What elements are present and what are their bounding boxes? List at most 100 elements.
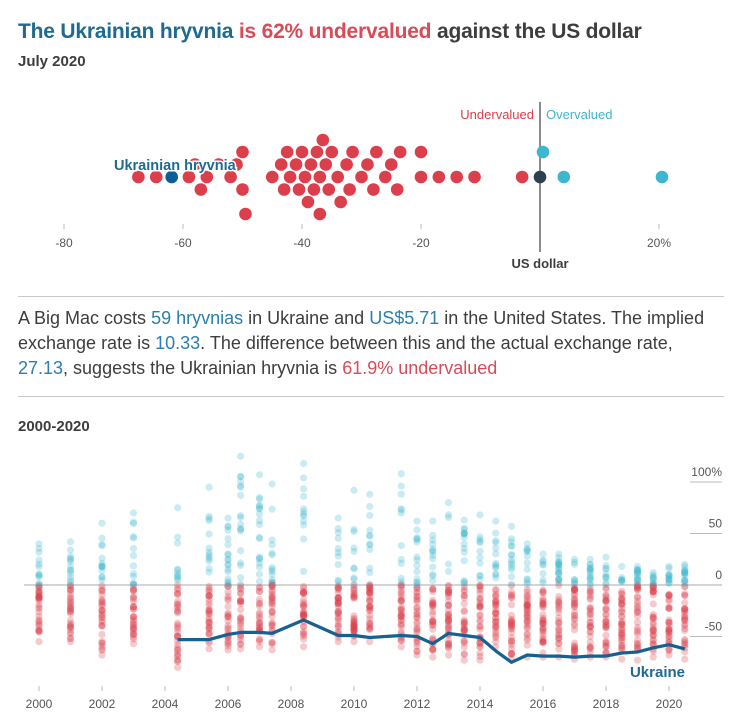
- country-dot: [633, 580, 642, 588]
- country-dot: [98, 602, 106, 610]
- country-dot: [555, 581, 563, 590]
- country-dot: [397, 578, 405, 586]
- country-dot: [300, 485, 308, 493]
- country-dot: [492, 559, 500, 568]
- country-dot: [255, 563, 264, 571]
- country-dot: [460, 618, 468, 626]
- country-dot: [35, 587, 43, 596]
- country-dot: [633, 608, 642, 617]
- country-dot: [224, 613, 232, 621]
- country-dot: [205, 624, 213, 632]
- country-dot: [649, 579, 657, 587]
- country-dot: [492, 597, 500, 605]
- country-dot: [174, 621, 182, 629]
- country-dot: [350, 594, 358, 602]
- country-dot: [35, 582, 43, 591]
- country-dot: [523, 631, 531, 639]
- country-dot: [523, 629, 531, 638]
- country-dot: [350, 617, 358, 626]
- country-dot: [523, 600, 531, 609]
- country-dot: [350, 638, 358, 646]
- country-dot: [300, 517, 308, 525]
- country-dot: [237, 491, 245, 499]
- country-dot: [476, 649, 484, 657]
- country-dot: [681, 579, 689, 588]
- country-dot: [507, 573, 516, 581]
- country-dot: [476, 581, 484, 590]
- country-dot: [350, 581, 358, 589]
- country-dot: [255, 610, 264, 618]
- country-dot: [523, 565, 531, 573]
- country-dot: [649, 587, 657, 595]
- country-dot: [476, 622, 484, 630]
- country-dot: [444, 567, 453, 576]
- country-dot: [681, 570, 689, 578]
- country-dot: [205, 516, 213, 525]
- undervalued-dot: [292, 183, 306, 196]
- country-dot: [174, 628, 182, 636]
- country-dot: [334, 528, 342, 537]
- country-dot: [460, 586, 468, 594]
- country-dot: [681, 621, 689, 629]
- country-dot: [555, 639, 563, 648]
- country-dot: [35, 621, 43, 629]
- country-dot: [350, 620, 358, 629]
- country-dot: [366, 545, 374, 554]
- country-dot: [429, 577, 437, 585]
- country-dot: [476, 625, 484, 633]
- x-tick-label: 2020: [656, 697, 683, 711]
- country-dot: [397, 509, 405, 517]
- country-dot: [444, 587, 453, 595]
- country-dot: [570, 599, 579, 607]
- country-dot: [174, 657, 182, 666]
- country-dot: [570, 590, 579, 598]
- country-dot: [586, 574, 594, 582]
- undervalued-dot: [230, 158, 243, 171]
- country-dot: [444, 591, 453, 599]
- country-dot: [35, 580, 43, 588]
- country-dot: [129, 629, 138, 637]
- country-dot: [129, 616, 138, 624]
- country-dot: [665, 645, 673, 654]
- country-dot: [255, 505, 264, 513]
- country-dot: [174, 590, 182, 598]
- country-dot: [492, 623, 500, 632]
- country-dot: [366, 582, 374, 590]
- country-dot: [350, 544, 358, 552]
- x-tick-label: -60: [174, 236, 192, 250]
- country-dot: [444, 617, 453, 625]
- country-dot: [602, 562, 610, 570]
- country-dot: [633, 586, 642, 594]
- country-dot: [224, 588, 232, 596]
- country-dot: [237, 614, 245, 622]
- country-dot: [649, 640, 657, 648]
- country-dot: [268, 619, 276, 627]
- country-dot: [366, 604, 374, 613]
- country-dot: [681, 560, 689, 569]
- country-dot: [350, 614, 358, 623]
- country-dot: [523, 636, 531, 644]
- country-dot: [224, 550, 232, 558]
- country-dot: [492, 563, 500, 571]
- country-dot: [633, 576, 642, 585]
- country-dot: [586, 618, 594, 627]
- country-dot: [255, 584, 264, 592]
- country-dot: [570, 602, 579, 610]
- country-dot: [129, 620, 138, 628]
- country-dot: [523, 606, 531, 615]
- country-dot: [649, 613, 657, 622]
- country-dot: [586, 643, 594, 651]
- country-dot: [539, 588, 547, 596]
- country-dot: [334, 594, 342, 602]
- country-dot: [507, 581, 516, 590]
- country-dot: [413, 639, 421, 647]
- country-dot: [350, 619, 358, 627]
- country-dot: [570, 626, 579, 634]
- country-dot: [555, 570, 563, 578]
- country-dot: [129, 603, 138, 611]
- country-dot: [205, 551, 213, 559]
- country-dot: [665, 619, 673, 627]
- country-dot: [681, 637, 689, 645]
- country-dot: [618, 596, 626, 604]
- country-dot: [476, 575, 484, 584]
